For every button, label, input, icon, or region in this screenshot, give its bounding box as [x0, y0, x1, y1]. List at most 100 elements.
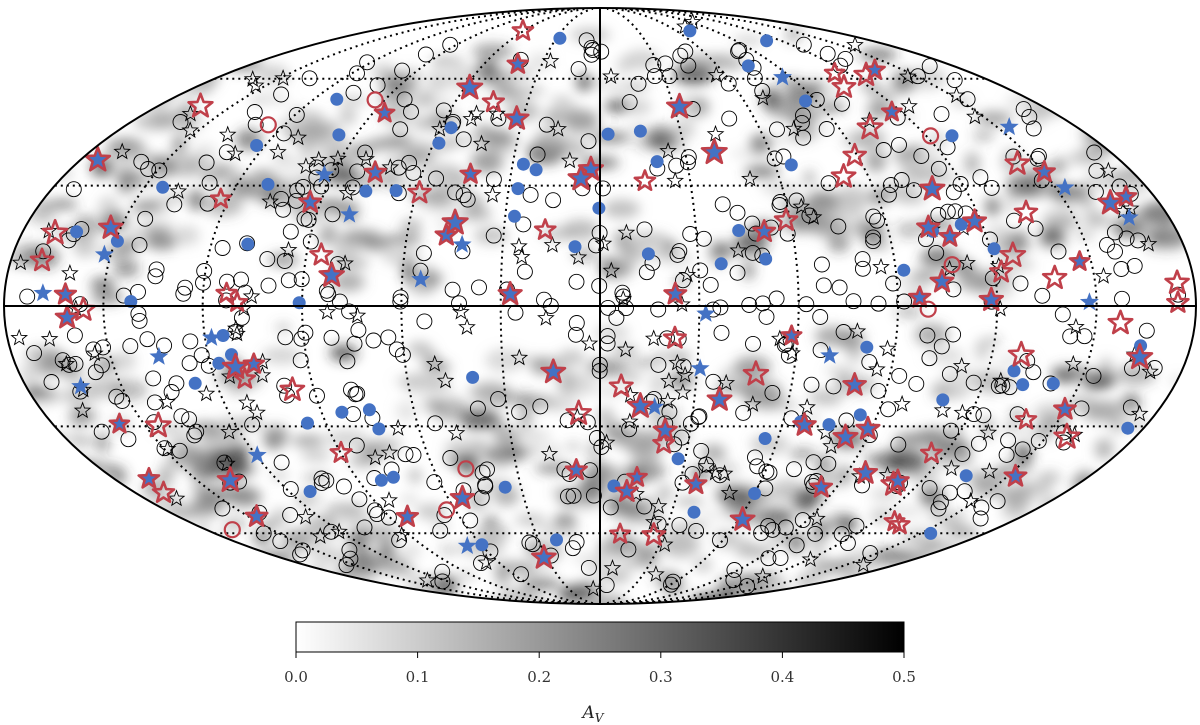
blue-circle-marker — [303, 485, 317, 498]
open-circle-marker — [712, 532, 728, 549]
dust-cloud — [935, 609, 951, 627]
open-star-marker — [822, 436, 841, 454]
red-edged-star-marker — [962, 208, 988, 233]
open-star-marker — [40, 329, 59, 347]
dust-cloud — [42, 436, 61, 457]
open-circle-marker — [692, 262, 709, 279]
dust-cloud — [154, 589, 183, 604]
open-circle-marker — [513, 566, 529, 583]
red-edged-star-marker — [533, 218, 557, 240]
open-star-marker — [697, 457, 716, 474]
dust-cloud — [155, 582, 184, 596]
blue-circle-marker — [650, 155, 664, 169]
blue-circle-marker — [741, 59, 755, 73]
open-circle-marker — [965, 406, 982, 423]
blue-circle-marker — [959, 469, 973, 483]
dust-cloud — [650, 371, 664, 395]
open-star-marker — [804, 207, 823, 225]
red-edged-star-marker — [920, 441, 943, 464]
open-circle-marker — [941, 484, 958, 501]
dust-cloud — [339, 107, 357, 125]
open-star-marker — [1099, 161, 1118, 179]
blue-circle-marker — [1016, 378, 1030, 392]
dust-cloud — [103, 89, 120, 112]
red-edged-star-marker — [919, 175, 946, 201]
open-circle-marker — [638, 264, 655, 281]
dust-cloud — [188, 189, 204, 211]
colorbar-gradient — [295, 621, 905, 653]
dust-cloud — [550, 139, 590, 158]
red-edged-star-marker — [938, 224, 962, 247]
open-circle-marker — [536, 291, 552, 308]
dust-cloud — [818, 102, 846, 111]
open-circle-marker — [451, 295, 467, 312]
dust-cloud — [620, 558, 660, 568]
open-star-marker — [261, 192, 280, 210]
blue-star-marker — [339, 204, 359, 223]
open-circle-marker — [435, 102, 452, 119]
open-star-marker — [418, 571, 437, 588]
open-star-marker — [1067, 317, 1085, 335]
dust-cloud — [1172, 109, 1186, 123]
red-edged-star-marker — [503, 105, 530, 130]
open-star-marker — [860, 111, 879, 129]
dust-cloud — [1138, 118, 1173, 126]
dust-cloud — [302, 471, 333, 485]
open-star-marker — [706, 124, 725, 142]
red-edged-star-marker — [1014, 408, 1038, 430]
blue-circle-marker — [954, 217, 968, 231]
open-circle-marker — [380, 509, 397, 526]
open-star-marker — [274, 69, 292, 86]
dust-cloud — [1038, 471, 1062, 483]
open-circle-marker — [388, 341, 405, 358]
open-circle-marker — [85, 341, 102, 358]
open-circle-marker — [392, 289, 409, 306]
dust-cloud — [1061, 559, 1085, 579]
blue-circle-marker — [212, 356, 226, 370]
open-circle-marker — [705, 373, 722, 390]
dust-cloud — [933, 173, 959, 181]
dust-cloud — [50, 118, 69, 141]
open-circle-marker — [1124, 360, 1140, 377]
dust-cloud — [270, 583, 307, 593]
open-star-marker — [808, 509, 826, 527]
red-edged-star-marker — [780, 324, 803, 346]
dust-cloud — [485, 348, 525, 372]
dust-cloud — [1094, 438, 1114, 460]
dust-cloud — [1109, 418, 1123, 436]
open-circle-marker — [588, 237, 604, 254]
dust-cloud — [865, 149, 887, 173]
dust-cloud — [112, 350, 137, 372]
open-circle-marker — [788, 537, 805, 554]
open-circle-marker — [764, 521, 781, 538]
dust-cloud — [1005, 497, 1037, 510]
open-circle-marker — [292, 352, 309, 369]
dust-cloud — [984, 196, 1001, 217]
red-edged-star-marker — [989, 259, 1014, 283]
colorbar-tick-label: 0.2 — [527, 668, 551, 686]
open-circle-marker — [825, 378, 842, 395]
blue-circle-marker — [1007, 364, 1021, 378]
dust-cloud — [1070, 148, 1107, 160]
open-circle-marker — [351, 491, 368, 508]
dust-cloud — [807, 555, 830, 573]
open-circle-marker — [636, 498, 653, 515]
red-edged-star-marker — [497, 280, 523, 306]
red-edged-star-marker — [700, 138, 728, 165]
open-circle-marker — [93, 423, 110, 440]
open-star-marker — [792, 197, 811, 215]
open-star-marker — [113, 142, 132, 160]
open-circle-marker — [131, 237, 148, 253]
dust-cloud — [10, 545, 37, 561]
red-open-circle-marker — [921, 127, 940, 145]
dust-cloud — [827, 234, 850, 253]
open-circle-marker — [970, 435, 987, 452]
dust-cloud — [939, 523, 965, 531]
dust-cloud — [663, 535, 701, 560]
open-circle-marker — [764, 384, 781, 401]
dust-cloud — [90, 277, 116, 292]
open-circle-marker — [595, 180, 611, 197]
dust-cloud — [79, 90, 114, 98]
dust-cloud — [96, 431, 109, 455]
open-circle-marker — [952, 176, 969, 192]
